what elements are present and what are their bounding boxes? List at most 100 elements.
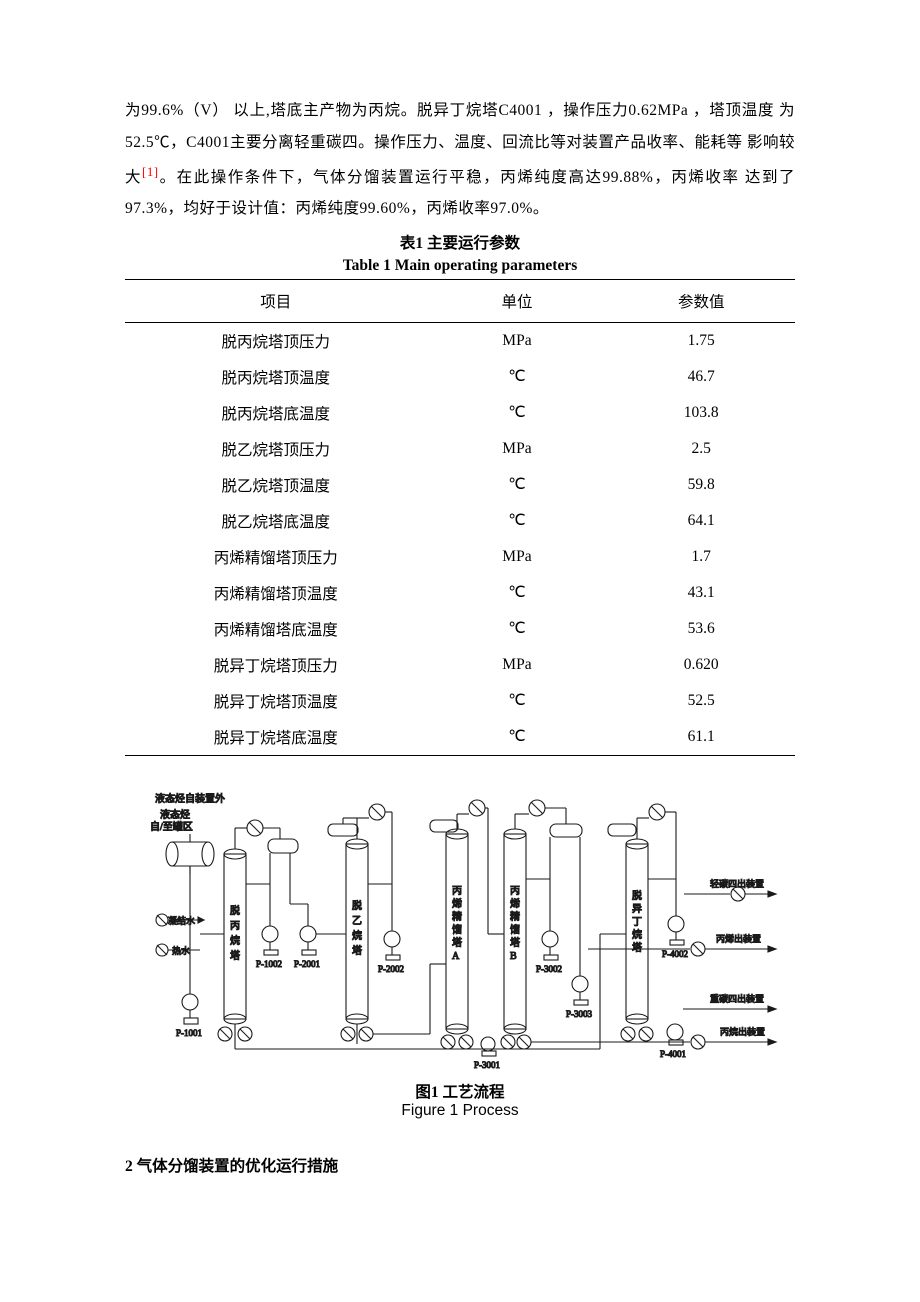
label-inlet-top: 液态烃自装置外 [155, 792, 225, 805]
tower3-d: 馏 [452, 923, 462, 936]
table-cell: 64.1 [607, 503, 795, 539]
table-row: 脱异丁烷塔底温度℃61.1 [125, 719, 795, 756]
table-cell: 43.1 [607, 575, 795, 611]
table-cell: 61.1 [607, 719, 795, 756]
table-row: 脱乙烷塔顶温度℃59.8 [125, 467, 795, 503]
tower3-b: 烯 [452, 897, 462, 910]
tower5-b: 异 [632, 903, 642, 915]
table-body: 脱丙烷塔顶压力MPa1.75脱丙烷塔顶温度℃46.7脱丙烷塔底温度℃103.8脱… [125, 322, 795, 755]
th-value: 参数值 [607, 279, 795, 322]
tower3-f: A [452, 951, 460, 962]
section-heading-2: 2 气体分馏装置的优化运行措施 [125, 1154, 795, 1176]
table-row: 脱异丁烷塔顶温度℃52.5 [125, 683, 795, 719]
figure-captions: 图1 工艺流程 Figure 1 Process [125, 1080, 795, 1120]
table-cell: 1.75 [607, 322, 795, 359]
table-cell: ℃ [427, 575, 608, 611]
table-cell: 52.5 [607, 683, 795, 719]
tower4-e: 塔 [510, 936, 520, 949]
table-cell: MPa [427, 431, 608, 467]
label-p3003: P-3003 [566, 1009, 593, 1019]
table-cell: ℃ [427, 719, 608, 756]
table-cell: 103.8 [607, 395, 795, 431]
parameter-table: 项目 单位 参数值 脱丙烷塔顶压力MPa1.75脱丙烷塔顶温度℃46.7脱丙烷塔… [125, 279, 795, 756]
body-paragraph: 为99.6%（V） 以上,塔底主产物为丙烷。脱异丁烷塔C4001 ，操作压力0.… [125, 95, 795, 225]
table-row: 脱丙烷塔底温度℃103.8 [125, 395, 795, 431]
tower2-b: 乙 [352, 915, 362, 927]
table-cell: 丙烯精馏塔顶温度 [125, 575, 427, 611]
table-cell: 丙烯精馏塔底温度 [125, 611, 427, 647]
table-cell: 丙烯精馏塔顶压力 [125, 539, 427, 575]
table-cell: 脱乙烷塔底温度 [125, 503, 427, 539]
tower1-a: 脱 [230, 904, 240, 917]
figure-caption-en: Figure 1 Process [125, 1102, 795, 1120]
tower5-d: 烷 [632, 928, 642, 941]
table-cell: ℃ [427, 467, 608, 503]
tower3-c: 精 [452, 910, 462, 923]
tower1-b: 丙 [230, 921, 240, 932]
table-cell: 脱乙烷塔顶温度 [125, 467, 427, 503]
label-p3002: P-3002 [536, 964, 562, 974]
table-cell: ℃ [427, 395, 608, 431]
tower4-d: 馏 [510, 923, 520, 936]
label-p2001: P-2001 [294, 959, 320, 969]
table-cell: 1.7 [607, 539, 795, 575]
table-row: 丙烯精馏塔顶压力MPa1.7 [125, 539, 795, 575]
tower2-d: 塔 [352, 944, 362, 957]
para-line3b: 。在此操作条件下，气体分馏装置运行平稳，丙烯纯度高达99.88%，丙烯收率 [159, 169, 740, 186]
table-cell: 脱异丁烷塔底温度 [125, 719, 427, 756]
para-line1: 为99.6%（V） 以上,塔底主产物为丙烷。脱异丁烷塔C4001 ，操作压力0.… [125, 102, 774, 119]
page-container: 为99.6%（V） 以上,塔底主产物为丙烷。脱异丁烷塔C4001 ，操作压力0.… [0, 0, 920, 1236]
label-inlet-mid1: 液态烃 [160, 808, 190, 821]
table-header-row: 项目 单位 参数值 [125, 279, 795, 322]
label-p3001: P-3001 [474, 1060, 500, 1070]
table-cell: 0.620 [607, 647, 795, 683]
tower2-a: 脱 [352, 899, 362, 912]
tower1-c: 烷 [230, 934, 240, 947]
label-inlet-mid2: 自/至罐区 [150, 820, 193, 833]
table-cell: 脱乙烷塔顶压力 [125, 431, 427, 467]
tower3-e: 塔 [452, 936, 462, 949]
table-cell: ℃ [427, 503, 608, 539]
tower4-c: 精 [510, 910, 520, 923]
table-cell: 脱异丁烷塔顶压力 [125, 647, 427, 683]
table-titles: 表1 主要运行参数 Table 1 Main operating paramet… [125, 233, 795, 276]
reference-1[interactable]: [1] [142, 164, 159, 179]
tower2-c: 烷 [352, 929, 362, 942]
label-out-propane: 丙烷出装置 [720, 1026, 765, 1037]
table-cell: MPa [427, 539, 608, 575]
table-cell: 脱丙烷塔顶压力 [125, 322, 427, 359]
table-row: 脱异丁烷塔顶压力MPa0.620 [125, 647, 795, 683]
table-row: 脱乙烷塔底温度℃64.1 [125, 503, 795, 539]
table-cell: 脱丙烷塔底温度 [125, 395, 427, 431]
table-cell: 53.6 [607, 611, 795, 647]
table-row: 丙烯精馏塔顶温度℃43.1 [125, 575, 795, 611]
th-unit: 单位 [427, 279, 608, 322]
figure-caption-cn: 图1 工艺流程 [125, 1080, 795, 1102]
tower5-a: 脱 [632, 889, 642, 902]
th-item: 项目 [125, 279, 427, 322]
figure-1: 液态烃自装置外 液态烃 自/至罐区 凝结水 热水 P-1001 [125, 784, 795, 1120]
table-cell: MPa [427, 322, 608, 359]
table-cell: 2.5 [607, 431, 795, 467]
tower3-a: 丙 [452, 886, 462, 897]
table-row: 脱乙烷塔顶压力MPa2.5 [125, 431, 795, 467]
table-cell: MPa [427, 647, 608, 683]
table-cell: 脱异丁烷塔顶温度 [125, 683, 427, 719]
table-cell: ℃ [427, 683, 608, 719]
tower4-b: 烯 [510, 897, 520, 910]
table-title-cn: 表1 主要运行参数 [125, 233, 795, 255]
table-cell: 46.7 [607, 359, 795, 395]
table-cell: 脱丙烷塔顶温度 [125, 359, 427, 395]
table-cell: 59.8 [607, 467, 795, 503]
tower4-f: B [510, 951, 517, 962]
label-p1001: P-1001 [176, 1028, 202, 1038]
table-cell: ℃ [427, 611, 608, 647]
tower1-d: 塔 [230, 949, 240, 962]
table-row: 脱丙烷塔顶压力MPa1.75 [125, 322, 795, 359]
table-row: 丙烯精馏塔底温度℃53.6 [125, 611, 795, 647]
label-p1002: P-1002 [256, 959, 282, 969]
tower4-a: 丙 [510, 886, 520, 897]
tower5-e: 塔 [632, 941, 642, 954]
table-title-en: Table 1 Main operating parameters [125, 255, 795, 277]
tower5-c: 丁 [632, 917, 642, 928]
